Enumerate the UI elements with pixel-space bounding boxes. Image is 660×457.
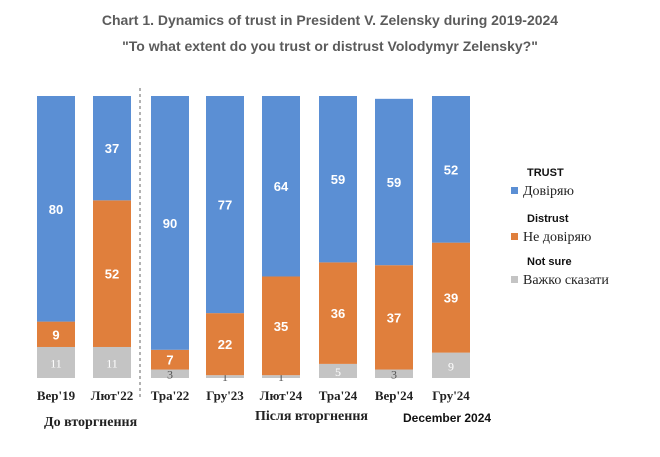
bar-not-sure-3	[151, 369, 189, 378]
bar-trust-8	[432, 96, 470, 243]
legend-label-distrust: Не довіряю	[523, 230, 591, 245]
data-label-not-sure-2: 11	[106, 356, 118, 370]
bar-trust-2	[93, 96, 131, 201]
data-label-trust-1: 80	[49, 202, 63, 217]
data-label-not-sure-1: 11	[50, 356, 62, 370]
bar-trust-4	[206, 96, 244, 314]
x-tick-label-4: Гру'23	[206, 388, 244, 403]
december-2024-label: December 2024	[403, 411, 491, 425]
data-label-distrust-2: 52	[105, 267, 119, 282]
data-label-trust-5: 64	[274, 179, 289, 194]
data-label-distrust-1: 9	[52, 327, 59, 342]
bar-trust-3	[151, 96, 189, 350]
legend-heading-not-sure: Not sure	[527, 256, 572, 268]
data-label-trust-3: 90	[163, 216, 177, 231]
bar-not-sure-5	[262, 375, 300, 378]
legend-heading-distrust: Distrust	[527, 213, 569, 225]
bar-distrust-5	[262, 276, 300, 376]
data-label-distrust-4: 22	[218, 337, 232, 352]
legend-swatch-distrust	[511, 233, 518, 240]
data-label-trust-7: 59	[387, 175, 401, 190]
chart-title: Chart 1. Dynamics of trust in President …	[101, 12, 559, 28]
x-tick-label-5: Лют'24	[260, 388, 303, 403]
legend-swatch-not-sure	[511, 276, 518, 283]
bar-trust-5	[262, 96, 300, 277]
x-tick-label-3: Тра'22	[151, 388, 190, 403]
x-tick-label-1: Вер'19	[37, 388, 76, 403]
data-label-distrust-3: 7	[166, 353, 173, 368]
data-label-trust-2: 37	[105, 141, 119, 156]
x-tick-label-7: Вер'24	[375, 388, 414, 403]
bar-distrust-4	[206, 313, 244, 376]
bar-trust-1	[37, 96, 75, 322]
period-label-after: Після вторгнення	[255, 409, 368, 424]
data-label-trust-6: 59	[331, 172, 345, 187]
chart-subtitle: "To what extent do you trust or distrust…	[122, 38, 538, 54]
data-label-distrust-6: 36	[331, 306, 345, 321]
bar-distrust-7	[375, 265, 413, 370]
bar-not-sure-6	[319, 363, 357, 378]
data-label-distrust-5: 35	[274, 319, 288, 334]
legend-label-trust: Довіряю	[523, 184, 574, 199]
data-label-not-sure-5: 1	[278, 370, 284, 384]
bar-not-sure-7	[375, 369, 413, 378]
x-tick-label-6: Тра'24	[319, 388, 358, 403]
data-label-not-sure-3: 3	[167, 367, 173, 381]
bar-trust-7	[375, 98, 413, 266]
x-tick-label-8: Гру'24	[432, 388, 470, 403]
bar-distrust-3	[151, 349, 189, 370]
bar-not-sure-1	[37, 346, 75, 378]
bar-not-sure-2	[93, 346, 131, 378]
data-label-not-sure-7: 3	[391, 367, 397, 381]
data-label-not-sure-8: 9	[448, 359, 454, 373]
bar-trust-6	[319, 96, 357, 263]
bar-distrust-6	[319, 262, 357, 364]
data-label-not-sure-6: 5	[335, 365, 341, 379]
data-label-trust-8: 52	[444, 162, 458, 177]
period-label-before: До вторгнення	[44, 415, 138, 430]
data-label-trust-4: 77	[218, 198, 232, 213]
bar-not-sure-8	[432, 352, 470, 378]
data-label-distrust-7: 37	[387, 310, 401, 325]
bar-distrust-1	[37, 321, 75, 347]
data-label-distrust-8: 39	[444, 291, 458, 306]
bar-not-sure-4	[206, 375, 244, 378]
data-label-not-sure-4: 1	[222, 370, 228, 384]
legend-label-not-sure: Важко сказати	[523, 273, 609, 288]
bar-distrust-8	[432, 242, 470, 353]
x-tick-label-2: Лют'22	[91, 388, 133, 403]
legend-heading-trust: TRUST	[527, 167, 564, 179]
legend-swatch-trust	[511, 187, 518, 194]
bar-distrust-2	[93, 200, 131, 347]
